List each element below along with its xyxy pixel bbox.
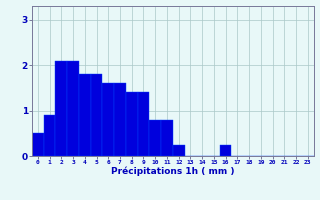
Bar (138, 92, 149, 156)
Bar (67, 61, 79, 156)
Bar (126, 92, 138, 156)
Bar (55, 61, 67, 156)
X-axis label: Précipitations 1h ( mm ): Précipitations 1h ( mm ) (111, 167, 235, 176)
Bar (220, 145, 231, 156)
Bar (102, 83, 114, 156)
Bar (149, 120, 161, 156)
Bar (161, 120, 173, 156)
Bar (44, 115, 55, 156)
Bar (114, 83, 126, 156)
Bar (32, 133, 44, 156)
Bar (79, 74, 91, 156)
Bar (173, 145, 185, 156)
Bar (91, 74, 102, 156)
